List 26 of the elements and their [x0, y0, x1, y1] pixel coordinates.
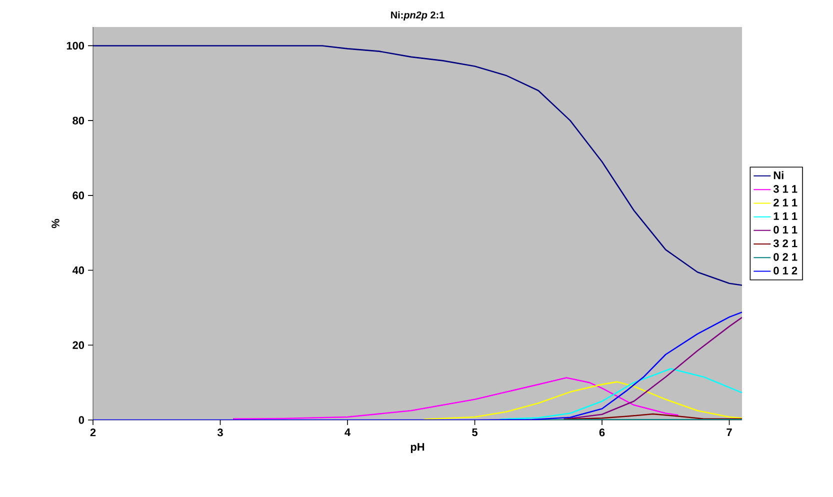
x-tick-label: 3 — [217, 428, 223, 436]
x-tick-label: 7 — [726, 428, 732, 436]
y-tick-label: 40 — [72, 266, 84, 274]
legend-label: Ni — [774, 171, 784, 180]
y-tick-label: 80 — [72, 116, 84, 124]
y-tick-label: 100 — [66, 42, 84, 50]
legend-label: 0 1 1 — [774, 226, 798, 234]
legend-label: 3 2 1 — [773, 239, 798, 248]
y-tick-label: 0 — [78, 416, 84, 424]
x-tick-label: 4 — [344, 428, 350, 436]
line-series — [423, 381, 742, 420]
y-axis-title: % — [52, 218, 60, 228]
chart-title: Ni:pn2p 2:1 — [391, 11, 444, 20]
x-tick-label: 2 — [90, 428, 96, 436]
line-series — [232, 377, 680, 420]
x-tick-label: 6 — [599, 428, 605, 436]
legend-label: 0 1 2 — [774, 266, 798, 274]
legend-label: 0 2 1 — [774, 253, 798, 261]
y-tick-label: 20 — [72, 341, 84, 350]
x-tick-label: 5 — [472, 428, 478, 436]
x-axis-title: pH — [410, 443, 424, 453]
legend-label: 3 1 1 — [773, 185, 798, 193]
legend-label: 1 1 1 — [774, 212, 798, 220]
legend-label: 2 1 1 — [774, 198, 798, 206]
y-tick-label: 60 — [72, 192, 84, 200]
line-series — [500, 368, 742, 420]
